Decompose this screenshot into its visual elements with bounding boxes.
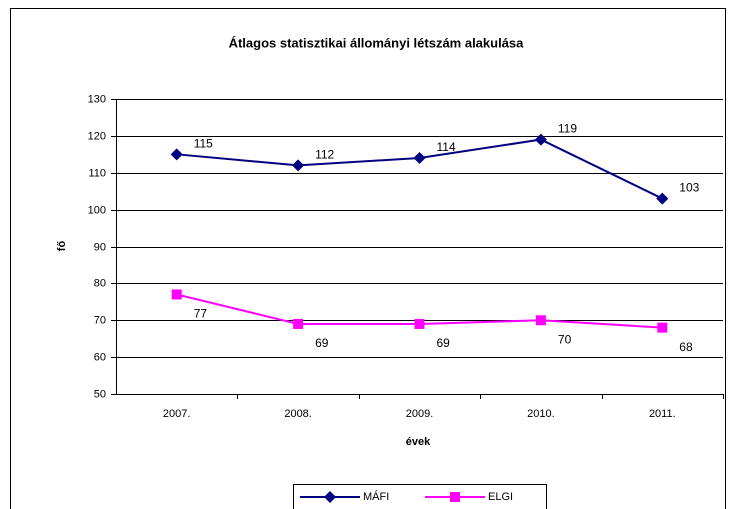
y-tick-label: 50	[94, 388, 106, 400]
y-tick-label: 100	[88, 204, 106, 216]
data-label: 69	[315, 336, 329, 350]
y-tick-label: 80	[94, 277, 106, 289]
data-label: 77	[194, 307, 208, 321]
legend-marker	[324, 491, 336, 503]
data-label: 69	[437, 336, 451, 350]
data-label: 119	[558, 122, 577, 136]
data-point	[656, 192, 669, 205]
data-label: 115	[194, 136, 213, 150]
y-tick-label: 130	[88, 93, 106, 105]
x-tick-label: 2007.	[163, 408, 191, 420]
data-point	[292, 159, 305, 172]
x-tick-label: 2008.	[284, 408, 312, 420]
series-line	[176, 138, 663, 200]
data-point	[534, 133, 547, 146]
data-point	[414, 318, 425, 329]
data-point	[413, 152, 426, 164]
chart-frame	[10, 8, 726, 509]
data-point	[535, 315, 546, 326]
y-tick-label: 120	[88, 130, 106, 142]
legend-label: MÁFI	[363, 490, 389, 503]
data-point	[171, 289, 182, 300]
x-tick-label: 2009.	[406, 408, 434, 420]
y-tick-label: 110	[88, 167, 106, 179]
y-tick-label: 60	[94, 351, 106, 363]
data-point	[657, 322, 668, 333]
data-label: 114	[437, 140, 456, 154]
legend-label: ELGI	[488, 491, 513, 503]
data-point	[293, 318, 304, 329]
y-tick-label: 70	[94, 314, 106, 326]
x-tick-label: 2010.	[527, 408, 555, 420]
y-tick-label: 90	[94, 241, 106, 253]
data-label: 70	[558, 332, 572, 346]
x-tick-label: 2011.	[649, 408, 676, 420]
legend-marker	[450, 492, 460, 502]
data-label: 112	[315, 148, 334, 162]
data-label: 68	[679, 340, 693, 354]
chart-title: Átlagos statisztikai állományi létszám a…	[229, 35, 525, 50]
data-label: 103	[679, 181, 699, 195]
data-point	[170, 148, 183, 161]
y-axis-label: fő	[56, 241, 68, 252]
x-axis-label: évek	[406, 436, 431, 448]
